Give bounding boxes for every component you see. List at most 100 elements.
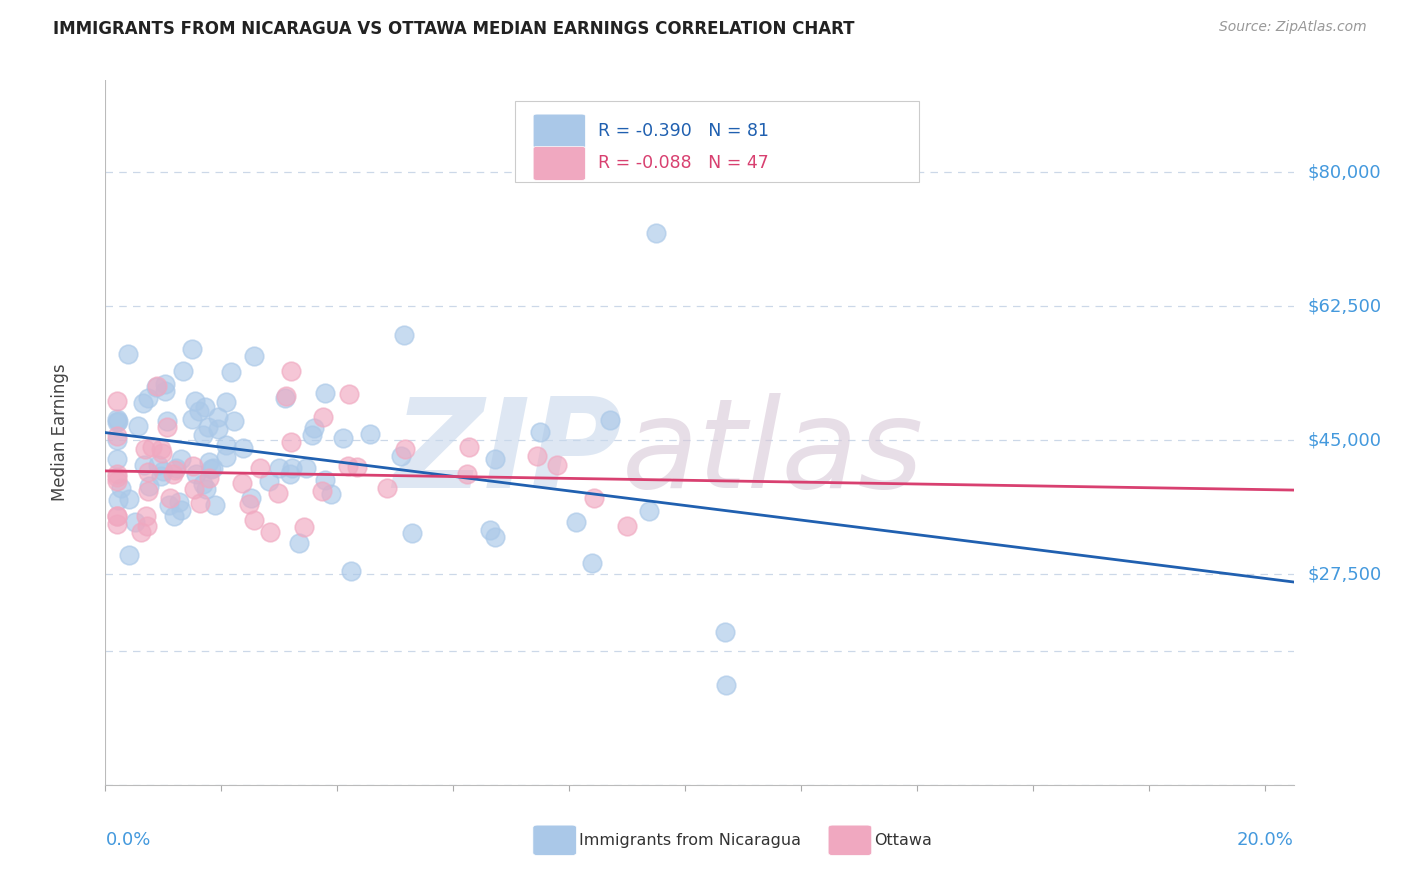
Point — [105, 433, 128, 447]
Point — [131, 395, 153, 409]
Point — [181, 342, 204, 356]
Point — [105, 475, 128, 489]
FancyBboxPatch shape — [533, 146, 585, 180]
Point — [337, 387, 360, 401]
Point — [134, 458, 156, 472]
Point — [359, 427, 381, 442]
Point — [152, 464, 174, 478]
Point — [124, 516, 146, 530]
Point — [224, 414, 246, 428]
Text: atlas: atlas — [623, 393, 924, 515]
FancyBboxPatch shape — [516, 102, 920, 183]
Point — [105, 467, 128, 482]
Point — [302, 420, 325, 434]
Point — [215, 394, 238, 409]
Point — [249, 461, 271, 475]
Point — [169, 503, 191, 517]
Point — [155, 384, 177, 398]
Point — [180, 412, 202, 426]
Point — [169, 495, 191, 509]
Point — [107, 493, 129, 508]
Text: Ottawa: Ottawa — [875, 833, 932, 847]
Point — [150, 446, 173, 460]
Point — [312, 409, 335, 424]
Point — [638, 504, 661, 518]
Point — [267, 485, 290, 500]
Point — [191, 427, 214, 442]
Text: 0.0%: 0.0% — [105, 830, 150, 849]
Point — [105, 412, 128, 426]
Point — [200, 462, 222, 476]
Point — [401, 526, 423, 541]
Point — [127, 418, 149, 433]
Text: $62,500: $62,500 — [1308, 297, 1382, 315]
Point — [195, 482, 218, 496]
Point — [529, 425, 551, 439]
Point — [301, 427, 323, 442]
Point — [194, 401, 217, 415]
Point — [105, 509, 128, 524]
Text: Source: ZipAtlas.com: Source: ZipAtlas.com — [1219, 20, 1367, 34]
Point — [278, 467, 301, 482]
Point — [138, 479, 160, 493]
Text: $45,000: $45,000 — [1308, 431, 1382, 450]
Point — [184, 467, 207, 482]
Point — [105, 470, 128, 484]
Point — [207, 422, 229, 436]
Point — [198, 455, 221, 469]
Point — [314, 473, 336, 487]
Point — [149, 469, 172, 483]
Text: 20.0%: 20.0% — [1237, 830, 1294, 849]
Point — [193, 476, 215, 491]
Point — [583, 491, 606, 505]
Point — [129, 524, 152, 539]
Point — [204, 498, 226, 512]
Point — [319, 487, 342, 501]
Point — [197, 419, 219, 434]
Point — [394, 328, 416, 343]
Point — [314, 385, 336, 400]
Point — [134, 442, 156, 457]
Point — [188, 496, 211, 510]
Point — [181, 459, 204, 474]
Point — [645, 227, 668, 241]
Point — [145, 380, 167, 394]
Point — [105, 452, 128, 467]
Text: R = -0.390   N = 81: R = -0.390 N = 81 — [599, 122, 769, 140]
Point — [155, 376, 177, 391]
Text: $27,500: $27,500 — [1308, 566, 1382, 583]
Point — [188, 403, 211, 417]
Point — [259, 524, 281, 539]
Text: Immigrants from Nicaragua: Immigrants from Nicaragua — [579, 833, 801, 847]
Point — [274, 391, 297, 405]
Point — [157, 498, 180, 512]
Point — [163, 463, 186, 477]
Point — [138, 465, 160, 479]
Point — [136, 484, 159, 499]
Point — [599, 413, 621, 427]
Point — [170, 452, 193, 467]
Point — [311, 483, 333, 498]
Point — [565, 515, 588, 529]
Point — [165, 461, 187, 475]
Point — [183, 393, 205, 408]
Point — [118, 491, 141, 506]
Point — [375, 481, 398, 495]
Text: ZIP: ZIP — [394, 393, 623, 515]
Point — [340, 565, 363, 579]
Point — [546, 458, 568, 472]
Text: IMMIGRANTS FROM NICARAGUA VS OTTAWA MEDIAN EARNINGS CORRELATION CHART: IMMIGRANTS FROM NICARAGUA VS OTTAWA MEDI… — [53, 20, 855, 37]
Point — [146, 379, 169, 393]
Point — [581, 556, 603, 570]
Point — [150, 442, 173, 456]
Point — [141, 440, 163, 454]
Point — [105, 509, 128, 524]
Point — [156, 419, 179, 434]
Point — [117, 548, 139, 562]
Point — [269, 460, 291, 475]
Point — [389, 449, 412, 463]
Point — [159, 491, 181, 506]
Point — [243, 349, 266, 363]
Point — [713, 624, 735, 639]
Point — [207, 409, 229, 424]
